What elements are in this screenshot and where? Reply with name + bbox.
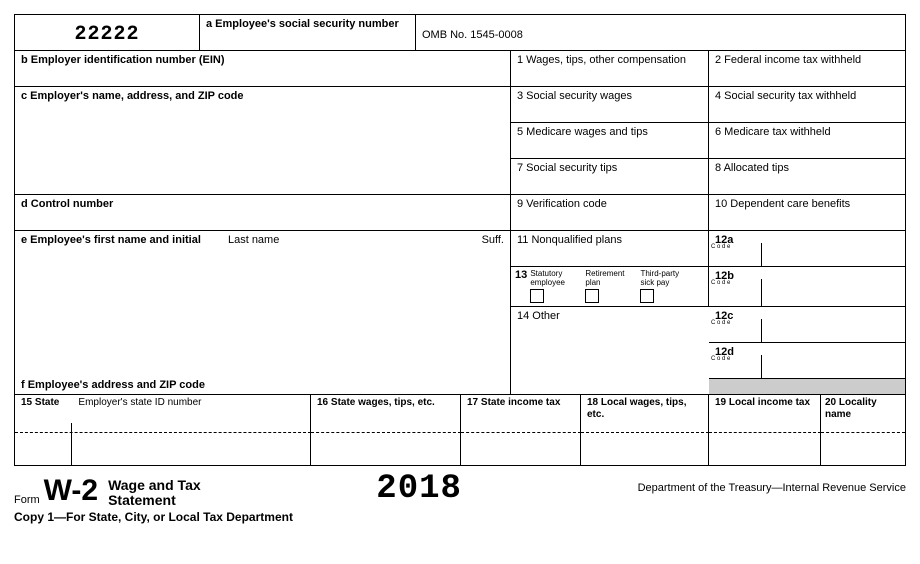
box-12d: 12d C o d e (709, 343, 905, 379)
box-a-label: a Employee's social security number (206, 18, 399, 30)
checkbox-statutory[interactable] (530, 289, 544, 303)
row-state-values-2 (15, 433, 905, 465)
box-4-label: 4 Social security tax withheld (715, 90, 856, 102)
box-c-label: c Employer's name, address, and ZIP code (21, 90, 244, 102)
box-19: 19 Local income tax (709, 395, 821, 409)
box-e-last: Last name (228, 234, 279, 246)
footer-title2: Statement (108, 493, 201, 508)
box-7: 7 Social security tips (511, 159, 709, 195)
box-9-label: 9 Verification code (517, 198, 607, 210)
omb-label: OMB No. 1545-0008 (422, 29, 523, 41)
box-e-first: e Employee's first name and initial (21, 234, 201, 246)
box-12-shaded (709, 379, 905, 395)
box-13-stat: Statutory employee (530, 269, 582, 303)
box-2: 2 Federal income tax withheld (709, 51, 905, 87)
footer-form: Form (14, 494, 40, 508)
box-8-label: 8 Allocated tips (715, 162, 789, 174)
box-14: 14 Other (511, 307, 709, 395)
box-3: 3 Social security wages (511, 87, 709, 123)
box-a: a Employee's social security number (200, 15, 416, 51)
box-11: 11 Nonqualified plans (511, 231, 709, 267)
row-top: 22222 a Employee's social security numbe… (15, 15, 905, 51)
row-b-1-2: b Employer identification number (EIN) 1… (15, 51, 905, 87)
box-17: 17 State income tax (461, 395, 581, 409)
box-5: 5 Medicare wages and tips (511, 123, 709, 159)
footer-copy: Copy 1—For State, City, or Local Tax Dep… (14, 510, 906, 524)
box-1: 1 Wages, tips, other compensation (511, 51, 709, 87)
box-3-label: 3 Social security wages (517, 90, 632, 102)
box-b-label: b Employer identification number (EIN) (21, 54, 225, 66)
footer-title1: Wage and Tax (108, 478, 201, 493)
box-12b: 12b C o d e (709, 267, 905, 307)
box-6: 6 Medicare tax withheld (709, 123, 905, 159)
box-12a: 12a C o d e (709, 231, 905, 267)
box-2-label: 2 Federal income tax withheld (715, 54, 861, 66)
box-f-label: f Employee's address and ZIP code (21, 379, 205, 391)
box-13-num: 13 (515, 269, 527, 281)
omb-cell: OMB No. 1545-0008 (416, 15, 905, 51)
footer-year: 2018 (376, 470, 462, 508)
box-19-label: 19 Local income tax (715, 397, 810, 408)
w2-form: 22222 a Employee's social security numbe… (14, 14, 906, 466)
box-7-label: 7 Social security tips (517, 162, 617, 174)
box-e-suff: Suff. (482, 234, 504, 246)
box-15-id: Employer's state ID number (78, 397, 201, 408)
checkbox-thirdparty[interactable] (640, 289, 654, 303)
box-13: 13 Statutory employee Retirement plan Th… (511, 267, 709, 307)
row-d-9-10: d Control number 9 Verification code 10 … (15, 195, 905, 231)
box-16: 16 State wages, tips, etc. (311, 395, 461, 409)
form-number-cell: 22222 (15, 15, 200, 51)
box-5-label: 5 Medicare wages and tips (517, 126, 648, 138)
box-10: 10 Dependent care benefits (709, 195, 905, 231)
box-13-tp: Third-party sick pay (640, 269, 692, 303)
box-10-label: 10 Dependent care benefits (715, 198, 850, 210)
box-e: e Employee's first name and initial Last… (15, 231, 510, 376)
footer-dept: Department of the Treasury—Internal Reve… (638, 482, 906, 508)
box-1-label: 1 Wages, tips, other compensation (517, 54, 686, 66)
box-11-label: 11 Nonqualified plans (517, 234, 622, 246)
form-number: 22222 (21, 23, 193, 46)
box-d: d Control number (15, 195, 511, 231)
row-c-group: c Employer's name, address, and ZIP code… (15, 87, 905, 195)
footer-w2: W-2 (44, 474, 98, 508)
box-8: 8 Allocated tips (709, 159, 905, 195)
box-4: 4 Social security tax withheld (709, 87, 905, 123)
box-b: b Employer identification number (EIN) (15, 51, 511, 87)
box-f: f Employee's address and ZIP code (15, 376, 510, 394)
box-6-label: 6 Medicare tax withheld (715, 126, 831, 138)
row-e-group: e Employee's first name and initial Last… (15, 231, 905, 395)
box-12c: 12c C o d e (709, 307, 905, 343)
box-17-label: 17 State income tax (467, 397, 560, 408)
box-c: c Employer's name, address, and ZIP code (15, 87, 511, 195)
box-13-ret: Retirement plan (585, 269, 637, 303)
checkbox-retirement[interactable] (585, 289, 599, 303)
box-9: 9 Verification code (511, 195, 709, 231)
box-18: 18 Local wages, tips, etc. (581, 395, 709, 409)
box-20: 20 Locality name (821, 395, 905, 409)
row-state-header: 15 State Employer's state ID number 16 S… (15, 395, 905, 409)
box-15: 15 State Employer's state ID number (15, 395, 311, 409)
row-state-values-1 (15, 409, 905, 433)
box-15-state: 15 State (21, 397, 59, 408)
form-footer: Form W-2 Wage and Tax Statement 2018 Dep… (14, 470, 906, 508)
box-14-label: 14 Other (517, 310, 560, 322)
box-d-label: d Control number (21, 198, 113, 210)
box-16-label: 16 State wages, tips, etc. (317, 397, 435, 408)
